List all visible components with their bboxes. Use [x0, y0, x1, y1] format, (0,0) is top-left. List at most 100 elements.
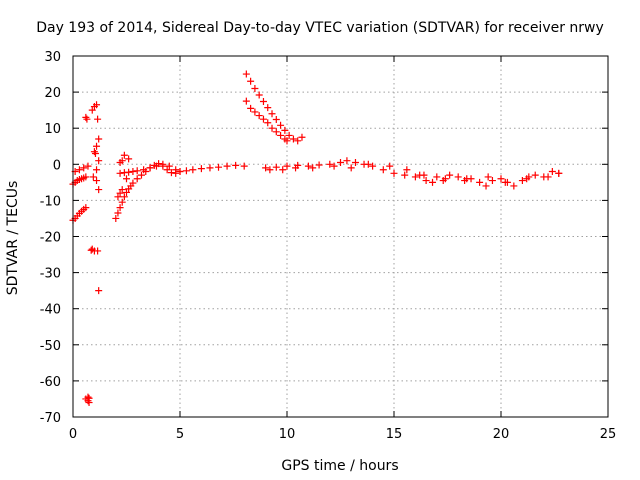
data-point	[240, 162, 248, 170]
data-point	[266, 166, 274, 174]
y-tick-label: -60	[40, 375, 61, 390]
data-point	[283, 137, 291, 145]
data-point	[95, 287, 103, 295]
data-point	[343, 157, 351, 165]
data-point	[137, 171, 145, 179]
data-point	[95, 186, 103, 194]
data-point	[133, 167, 141, 175]
data-point	[112, 214, 120, 222]
data-point	[386, 162, 394, 170]
data-point	[369, 162, 377, 170]
data-point	[118, 157, 126, 165]
data-point	[80, 164, 88, 172]
data-point	[482, 182, 490, 190]
data-point	[146, 164, 154, 172]
data-point	[95, 135, 103, 143]
data-point	[82, 173, 90, 181]
data-point	[272, 163, 280, 171]
axis-ticks: 0 5 10 15 20 25 30 20 10 0 -10 -20 -30 -40 -50 -60 -70	[40, 50, 617, 442]
data-point	[544, 173, 552, 181]
data-point	[118, 198, 126, 206]
data-point	[330, 162, 338, 170]
data-point	[523, 175, 531, 183]
data-point	[242, 70, 250, 78]
data-point	[172, 166, 180, 174]
data-point	[116, 189, 124, 197]
data-point	[337, 158, 344, 166]
data-point	[484, 173, 492, 181]
data-point	[518, 177, 526, 185]
data-point	[401, 171, 409, 179]
x-axis-label: GPS time / hours	[281, 458, 398, 474]
y-tick-label: -40	[40, 303, 61, 318]
chart-title: Day 193 of 2014, Sidereal Day-to-day VTE…	[36, 20, 604, 36]
data-point	[189, 166, 197, 174]
data-point	[268, 124, 276, 132]
y-tick-label: -20	[40, 231, 61, 246]
data-point	[123, 188, 130, 196]
data-point	[555, 169, 563, 177]
y-tick-label: -70	[40, 411, 61, 426]
data-point	[309, 164, 317, 172]
data-point	[167, 169, 175, 177]
data-point	[94, 247, 102, 255]
data-point	[264, 119, 272, 127]
y-tick-label: 30	[44, 50, 61, 65]
data-point	[82, 113, 90, 121]
data-point	[84, 393, 92, 401]
data-point	[433, 173, 441, 181]
data-point	[140, 166, 148, 174]
data-point	[497, 175, 505, 183]
x-tick-label: 20	[493, 427, 510, 442]
data-point	[548, 168, 556, 176]
x-tick-label: 5	[176, 427, 184, 442]
data-point	[454, 173, 462, 181]
data-point	[262, 164, 270, 172]
data-point	[94, 115, 102, 123]
data-point	[176, 168, 184, 176]
data-point	[255, 91, 263, 99]
data-point	[88, 245, 96, 253]
plot-frame	[72, 55, 609, 418]
data-point	[93, 101, 101, 109]
data-point	[379, 166, 387, 174]
data-point	[476, 178, 484, 186]
data-point	[304, 162, 312, 170]
x-tick-label: 25	[600, 427, 617, 442]
y-tick-label: 20	[44, 86, 61, 101]
data-point	[463, 175, 471, 183]
data-points	[69, 70, 563, 407]
x-tick-label: 15	[386, 427, 403, 442]
data-point	[206, 164, 214, 172]
data-point	[182, 167, 190, 175]
data-point	[441, 175, 449, 183]
data-point	[403, 166, 411, 174]
data-point	[251, 108, 259, 116]
data-point	[152, 162, 160, 170]
data-point	[118, 186, 126, 194]
data-point	[264, 104, 272, 112]
data-point	[84, 162, 92, 170]
data-point	[411, 173, 419, 181]
data-point	[88, 106, 96, 114]
data-point	[390, 169, 398, 177]
data-point	[95, 157, 103, 165]
data-point	[129, 179, 137, 187]
data-point	[120, 193, 128, 201]
data-point	[114, 193, 122, 201]
data-point	[446, 171, 454, 179]
data-point	[163, 166, 171, 174]
data-point	[114, 209, 122, 217]
data-point	[82, 204, 90, 212]
grid	[73, 56, 608, 417]
data-point	[531, 171, 539, 179]
data-point	[292, 164, 300, 172]
data-point	[91, 149, 99, 157]
data-point	[197, 165, 205, 173]
data-point	[420, 171, 428, 179]
data-point	[272, 116, 280, 124]
y-tick-label: 10	[44, 122, 61, 137]
data-point	[255, 112, 263, 120]
data-point	[488, 177, 496, 185]
